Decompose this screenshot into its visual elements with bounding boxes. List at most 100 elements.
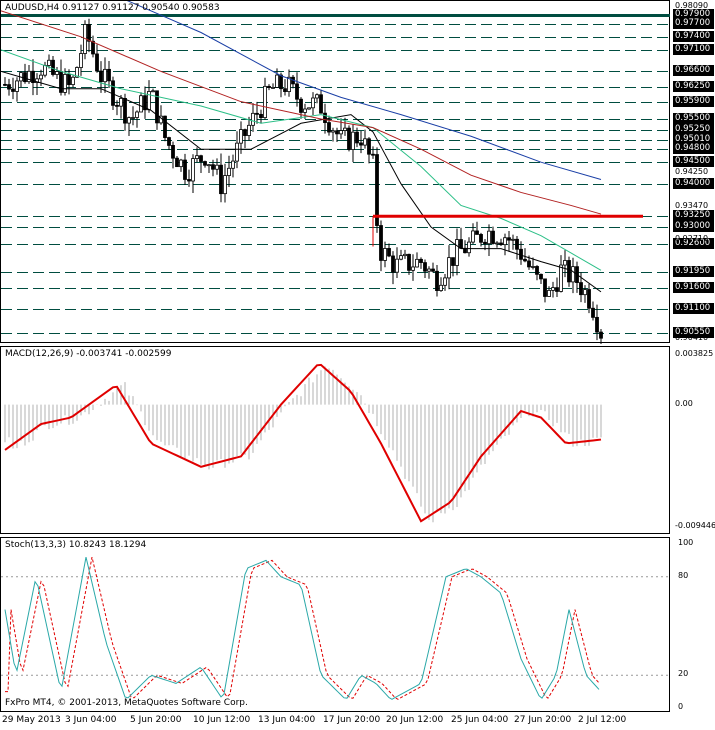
candle-body: [7, 84, 11, 90]
candle-body: [3, 83, 7, 86]
candle-body: [551, 287, 555, 291]
candle-body: [119, 98, 123, 107]
candle-body: [139, 95, 143, 113]
candle-body: [531, 266, 535, 268]
candle-body: [171, 145, 175, 159]
candle-body: [11, 88, 15, 92]
candle-body: [283, 88, 287, 92]
stoch-tick-label: 0: [678, 702, 684, 711]
stoch-tick-label: 80: [678, 570, 689, 580]
candle-body: [371, 153, 375, 156]
candle-body: [563, 260, 567, 266]
candle-body: [315, 94, 319, 99]
candle-body: [507, 237, 511, 241]
price-level-label: 0.97100: [673, 43, 714, 55]
time-label: 13 Jun 04:00: [258, 715, 316, 725]
candle-body: [295, 83, 299, 100]
time-label: 2 Jul 12:00: [578, 715, 627, 725]
candle-body: [335, 130, 339, 135]
macd-tick-label: 0.003825: [675, 349, 714, 358]
candle-body: [459, 239, 463, 249]
ma-slow-line: [1, 10, 602, 215]
time-label: 27 Jun 20:00: [514, 715, 572, 725]
stoch-header: Stoch(13,3,3) 10.8243 18.1294: [5, 540, 147, 550]
candle-body: [27, 70, 31, 83]
price-level-label: 0.95010: [673, 133, 714, 145]
candle-body: [71, 76, 75, 85]
macd-pane[interactable]: MACD(12,26,9) -0.003741 -0.002599: [0, 346, 670, 534]
macd-tick-label: 0.00: [675, 398, 693, 408]
candle-body: [287, 76, 291, 92]
candle-body: [467, 241, 471, 254]
macd-chart[interactable]: [1, 347, 671, 535]
candle-body: [163, 115, 167, 138]
candle-body: [375, 154, 379, 226]
candle-body: [411, 266, 415, 271]
candle-body: [107, 68, 111, 82]
candle-body: [303, 108, 307, 113]
macd-header: MACD(12,26,9) -0.003741 -0.002599: [5, 349, 172, 359]
ma-fast-line: [1, 70, 602, 293]
price-axis[interactable]: 0.97900 0.97700 0.97400 0.97100 0.96600 0.962…: [670, 0, 715, 343]
price-level-label: 0.93000: [673, 220, 714, 232]
candle-body: [483, 241, 487, 245]
candle-body: [123, 98, 127, 124]
candle-body: [379, 225, 383, 261]
candle-body: [43, 65, 47, 76]
stoch-tick-label: 100: [678, 538, 694, 547]
macd-signal-line: [4, 363, 602, 523]
copyright-text: FxPro MT4, © 2001-2013, MetaQuotes Softw…: [5, 698, 248, 708]
stoch-main-line: [4, 557, 600, 700]
price-level-label: 0.95500: [673, 112, 714, 124]
candle-body: [63, 74, 67, 93]
candle-body: [227, 167, 231, 176]
price-pane[interactable]: AUDUSD,H4 0.91127 0.91127 0.90540 0.9058…: [0, 0, 671, 344]
candle-body: [219, 164, 223, 195]
candle-body: [127, 117, 131, 124]
candle-body: [131, 117, 135, 119]
candle-body: [439, 284, 443, 291]
candle-body: [339, 130, 343, 135]
candle-body: [67, 74, 71, 85]
candle-body: [515, 238, 519, 250]
price-level-label: 0.90550: [673, 326, 714, 338]
candle-body: [323, 112, 327, 123]
candle-body: [383, 248, 387, 261]
candle-body: [399, 255, 403, 260]
candle-body: [363, 138, 367, 146]
price-level-label: 0.97900: [673, 8, 714, 20]
candle-body: [319, 94, 323, 114]
candle-body: [199, 155, 203, 162]
candle-body: [327, 122, 331, 133]
candle-body: [355, 131, 359, 144]
candle-body: [39, 74, 43, 80]
candle-body: [503, 237, 507, 246]
stoch-pane[interactable]: Stoch(13,3,3) 10.8243 18.1294 FxPro MT4,…: [0, 537, 671, 713]
candle-body: [15, 80, 19, 92]
price-level-label: 0.97700: [673, 17, 714, 29]
stoch-axis[interactable]: 100 80 20 0: [670, 537, 715, 712]
candle-body: [151, 90, 155, 93]
time-axis[interactable]: 29 May 2013 3 Jun 04:00 5 Jun 20:00 10 Jun …: [0, 712, 715, 730]
candle-body: [367, 138, 371, 155]
candle-body: [251, 112, 255, 126]
price-chart[interactable]: [1, 1, 671, 344]
symbol-header: AUDUSD,H4 0.91127 0.91127 0.90540 0.9058…: [5, 3, 220, 13]
candle-body: [279, 74, 283, 90]
stoch-chart[interactable]: [1, 538, 671, 713]
candle-body: [59, 71, 63, 93]
candle-body: [403, 253, 407, 257]
time-label: 10 Jun 12:00: [193, 715, 251, 725]
candle-body: [95, 53, 99, 72]
ma-long-line: [126, 1, 602, 180]
candle-body: [35, 78, 39, 84]
candle-body: [191, 158, 195, 182]
macd-axis[interactable]: 0.003825 0.00 -0.009446: [670, 346, 715, 534]
price-level-label: 0.95900: [673, 95, 714, 107]
candle-body: [99, 70, 103, 83]
candle-body: [179, 159, 183, 168]
price-level-label: 0.94800: [673, 142, 714, 154]
candle-body: [31, 70, 35, 84]
price-level-label: 0.92600: [673, 237, 714, 249]
